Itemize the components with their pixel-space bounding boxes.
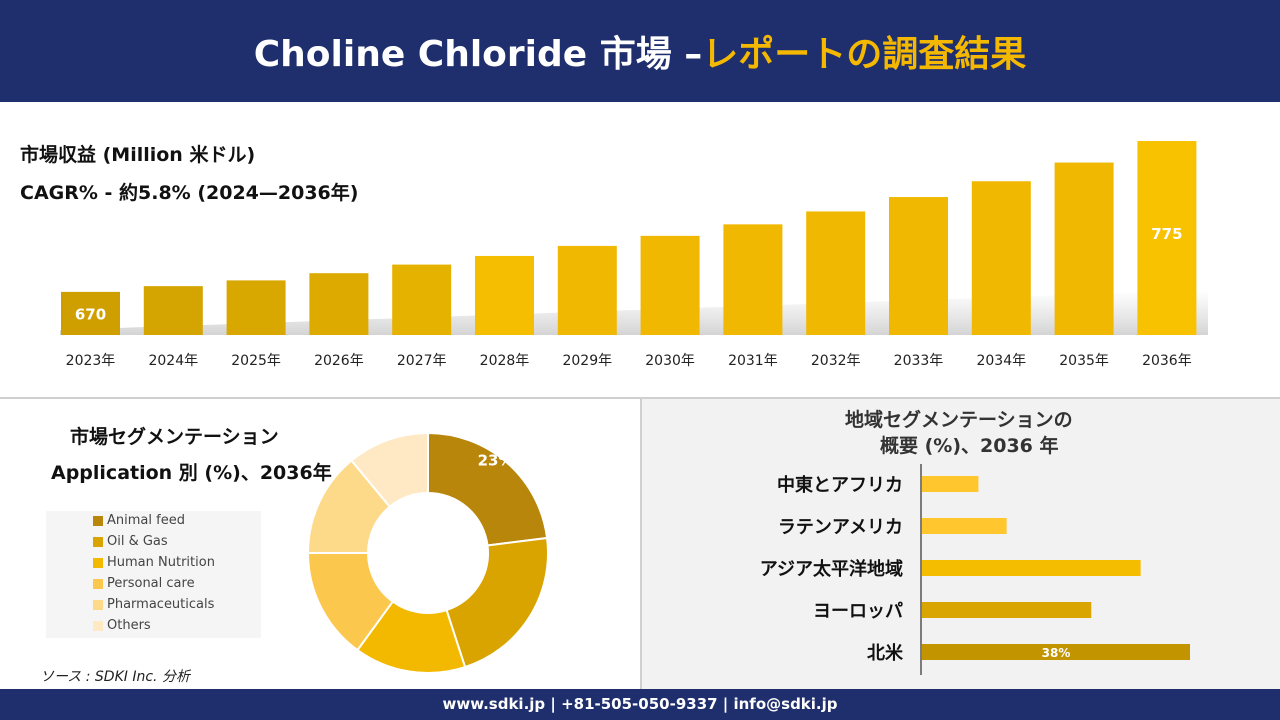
region-label: ヨーロッパ	[813, 601, 903, 622]
region-label: ラテンアメリカ	[778, 517, 903, 538]
region-data-label: 38%	[1042, 646, 1071, 660]
region-bar-3	[922, 602, 1091, 618]
region-label: 北米	[867, 642, 904, 664]
region-bar-1	[922, 518, 1007, 534]
footer-contact: www.sdki.jp | +81-505-050-9337 | info@sd…	[0, 689, 1280, 720]
region-label: アジア太平洋地域	[760, 558, 903, 580]
region-bar-0	[922, 476, 978, 492]
region-label: 中東とアフリカ	[777, 474, 903, 496]
region-bar-2	[922, 560, 1141, 576]
